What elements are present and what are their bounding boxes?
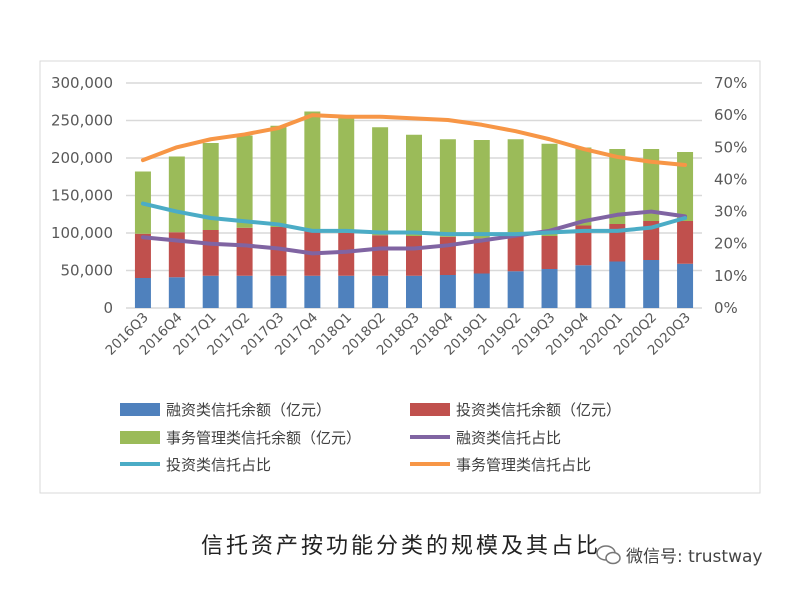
- bar-segment: [236, 227, 253, 276]
- y-right-tick: 10%: [714, 267, 747, 285]
- bar-segment: [372, 235, 389, 276]
- bar-segment: [677, 221, 694, 264]
- bar-segment: [168, 277, 185, 308]
- bar-segment: [473, 238, 490, 274]
- chart: 0 50,000 100,000 150,000 200,000 250,000 300,0…: [39, 60, 761, 494]
- bar-segment: [270, 125, 287, 227]
- bar-segment: [507, 236, 524, 272]
- legend-swatch: [120, 403, 160, 416]
- y-right-tick: 30%: [714, 203, 747, 221]
- y-right-tick: 50%: [714, 138, 747, 156]
- y-left-tick: 200,000: [51, 149, 113, 167]
- bar-segment: [134, 278, 151, 308]
- bar-segment: [575, 265, 592, 308]
- bar-segment: [473, 140, 490, 239]
- bar-segment: [439, 275, 456, 308]
- legend-swatch: [120, 431, 160, 444]
- legend-label: 事务管理类信托余额（亿元）: [166, 429, 361, 447]
- bar-segment: [372, 127, 389, 236]
- bar-segment: [677, 152, 694, 221]
- bar-segment: [541, 143, 558, 236]
- bar-segment: [270, 227, 287, 276]
- y-right-tick: 20%: [714, 235, 747, 253]
- bar-segment: [406, 134, 422, 236]
- bar-segment: [643, 260, 660, 308]
- y-right-tick: 70%: [714, 74, 747, 92]
- bar-segment: [575, 147, 592, 226]
- series-line: [140, 113, 688, 167]
- legend-label: 投资类信托余额（亿元）: [456, 401, 621, 419]
- bar-segment: [575, 225, 592, 266]
- bar-segment: [202, 143, 219, 230]
- legend-label: 事务管理类信托占比: [456, 456, 591, 474]
- bar-segment: [236, 135, 253, 228]
- y-right-tick: 40%: [714, 170, 747, 188]
- bar-segment: [473, 273, 490, 308]
- bar-segment: [202, 275, 219, 308]
- y-left-tick: 300,000: [51, 74, 113, 92]
- y-right-tick: 0%: [714, 299, 738, 317]
- bar-segment: [677, 263, 694, 308]
- chart-frame: [39, 60, 761, 494]
- bar-segment: [609, 149, 626, 224]
- bar-segment: [236, 275, 253, 308]
- watermark: 微信号: trustway: [596, 542, 762, 567]
- chart-title: 信托资产按功能分类的规模及其占比: [200, 534, 601, 559]
- watermark-text: 微信号: trustway: [626, 547, 763, 567]
- y-right-tick: 60%: [714, 106, 747, 124]
- y-left-tick: 150,000: [51, 187, 113, 205]
- wechat-icon: [596, 544, 621, 564]
- bar-segment: [541, 236, 558, 269]
- bar-segment: [304, 111, 321, 230]
- y-left-tick: 0: [103, 299, 113, 317]
- y-left-tick: 50,000: [61, 262, 114, 280]
- legend-label: 投资类信托占比: [166, 456, 271, 474]
- bar-segment: [643, 149, 660, 221]
- y-left-tick: 100,000: [51, 224, 113, 242]
- bar-segment: [134, 233, 151, 278]
- bar-segment: [439, 139, 456, 237]
- bar-segment: [202, 230, 219, 276]
- bar-segment: [507, 271, 524, 308]
- bar-segment: [406, 236, 422, 276]
- series-line: [140, 209, 688, 256]
- bar-segment: [372, 275, 389, 308]
- bar-segment: [541, 269, 558, 308]
- bar-segment: [609, 224, 626, 262]
- legend-swatch: [410, 403, 450, 416]
- bar-segment: [304, 275, 321, 308]
- bar-segment: [338, 118, 355, 233]
- bar-segment: [168, 156, 185, 233]
- bar-segment: [643, 221, 660, 260]
- bar-segment: [439, 236, 456, 275]
- bar-segment: [609, 261, 626, 308]
- bar-segment: [338, 275, 355, 308]
- series-line: [140, 201, 688, 237]
- legend-label: 融资类信托占比: [456, 429, 561, 447]
- legend-label: 融资类信托余额（亿元）: [166, 401, 331, 419]
- bar-segment: [406, 275, 422, 308]
- bar-segment: [168, 232, 185, 278]
- bar-segment: [270, 275, 287, 308]
- bar-segment: [507, 139, 524, 236]
- y-left-tick: 250,000: [51, 112, 113, 130]
- bar-segment: [338, 233, 355, 276]
